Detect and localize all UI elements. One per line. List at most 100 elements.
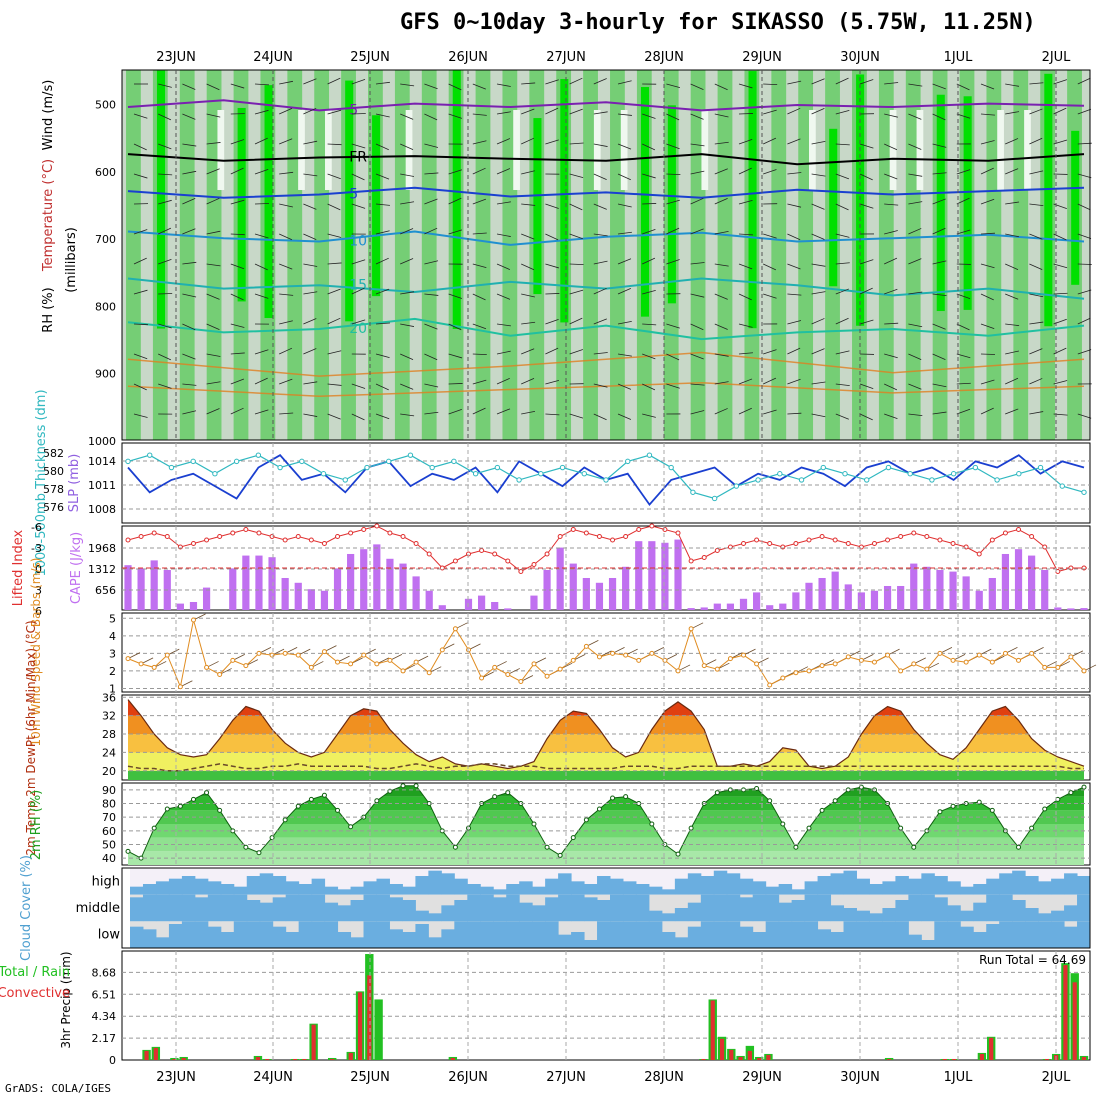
precip-convective-bar [357, 992, 363, 1060]
wind-barb [521, 233, 535, 240]
wind-barb [424, 227, 438, 235]
rh-point [243, 844, 249, 850]
wind-barb [182, 170, 197, 175]
wind-barb [303, 107, 317, 115]
cloud-row-label: low [98, 928, 121, 943]
cape-tick: 1312 [88, 563, 116, 576]
wind-barb [158, 143, 172, 150]
wind-barb [206, 197, 220, 205]
rh-saturated [936, 94, 945, 312]
cloud-cell [973, 902, 987, 922]
wind-point [937, 650, 943, 656]
wind-barb [230, 233, 245, 236]
wind-point [1068, 654, 1074, 660]
precip-axis-label: 3hr Precip (mm) [59, 951, 73, 1048]
wind-barb [182, 293, 197, 298]
lifted-point [151, 530, 157, 536]
wind-point [754, 661, 760, 667]
wind-barb [956, 229, 971, 235]
wind-barb [593, 383, 608, 388]
wind-barb [835, 383, 850, 387]
cloud-cell [1064, 926, 1078, 948]
wind-barb [738, 167, 752, 175]
wind-barb [980, 113, 995, 116]
wind-barb [666, 259, 680, 265]
lifted-point [190, 541, 196, 546]
wind-barb [811, 108, 825, 115]
cape-bar [687, 608, 695, 610]
wind-barb [496, 293, 511, 300]
cape-bar [347, 553, 355, 610]
cloud-cell [882, 908, 896, 922]
wind-point [885, 652, 891, 658]
wind-barb [714, 198, 728, 205]
rh-point [335, 807, 341, 813]
wind-barb [859, 383, 874, 389]
cloud-cell [791, 889, 806, 895]
cloud-cell [389, 929, 403, 948]
cape-bar [844, 584, 852, 610]
isotherm-3 [127, 230, 1085, 246]
wind-barb [714, 83, 728, 91]
wind-barb [158, 293, 173, 295]
date-label-top: 23JUN [156, 50, 196, 65]
wind-barb [980, 323, 995, 329]
wind-barb [133, 289, 148, 295]
cloud-cell [1012, 921, 1026, 948]
cloud-cell [1038, 913, 1052, 922]
cape-bar [202, 587, 211, 610]
wind-barb [738, 323, 753, 328]
cloud-cell [610, 878, 624, 895]
thickness-point [429, 464, 435, 471]
wind-barb [1077, 203, 1091, 211]
wind-barb [424, 143, 439, 148]
wind-barb [932, 83, 946, 90]
rh-point [819, 807, 825, 813]
date-label-top: 24JUN [253, 50, 293, 65]
wind-point [452, 626, 458, 632]
cloud-cell [181, 876, 196, 895]
rh-point [832, 798, 838, 804]
cloud-cell [181, 921, 196, 948]
rh-point [125, 848, 131, 854]
lifted-point [400, 534, 406, 539]
lifted-point [256, 530, 262, 536]
wind-barb [1029, 348, 1043, 355]
cloud-cell [441, 873, 455, 895]
lifted-point [924, 534, 930, 539]
cape-bar [674, 539, 682, 610]
cloud-cell [337, 905, 352, 922]
rh-point [190, 796, 196, 802]
wind-barb [448, 169, 463, 175]
li-tick: -3 [31, 542, 42, 555]
rh-point [204, 790, 210, 796]
lifted-point [714, 548, 720, 553]
cloud-cell [947, 921, 961, 948]
cape-bar [399, 563, 407, 610]
precip-tick: 6.51 [92, 988, 117, 1001]
precip-legend-convective: Convective [0, 986, 70, 1001]
wind-barb [158, 113, 172, 121]
slp-tick: 1011 [88, 479, 116, 492]
wind-barb [956, 293, 971, 299]
cloud-frame [121, 867, 1091, 949]
wind-barb [400, 353, 414, 360]
rh-saturated [452, 70, 461, 329]
wind-barb [279, 233, 293, 241]
wind-barb [690, 323, 704, 331]
cloud-cell [363, 894, 377, 922]
wind-barb [133, 383, 147, 391]
wind-barb [400, 201, 415, 205]
wind-barb [351, 287, 365, 295]
cloud-cell [973, 932, 987, 948]
wind-barb [206, 168, 220, 175]
wind-barb [521, 170, 535, 175]
wind-barb [787, 320, 802, 325]
rh-background [122, 70, 1090, 440]
wind-barb [182, 353, 196, 360]
wind-barb [230, 293, 244, 301]
lifted-point [505, 558, 511, 564]
thickness-point [864, 477, 870, 483]
wind-barb [158, 323, 172, 329]
wind-barb [763, 83, 778, 86]
